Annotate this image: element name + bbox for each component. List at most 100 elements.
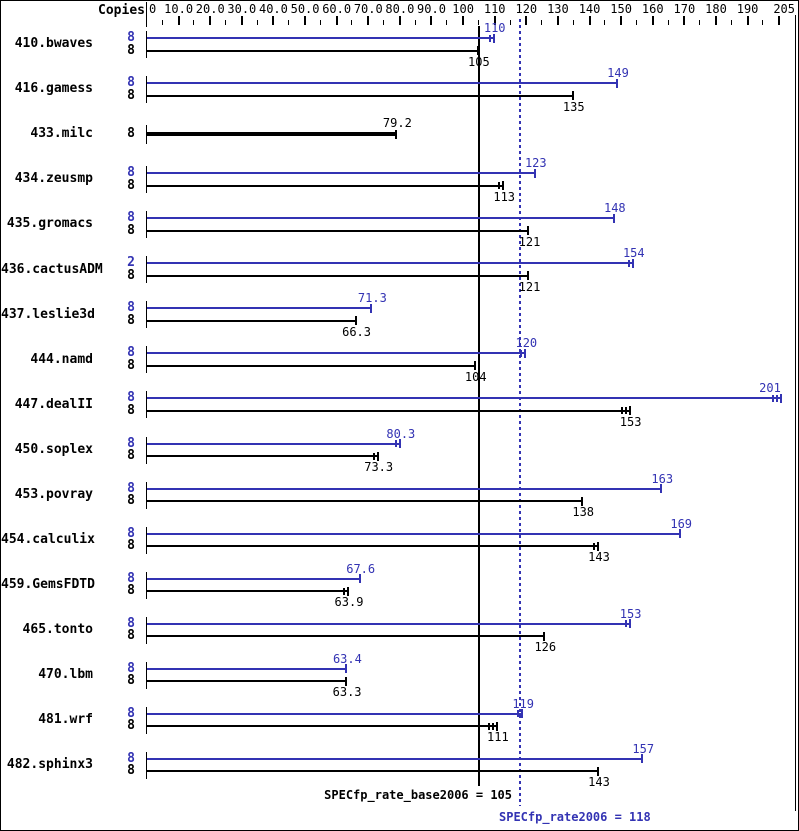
bar-end-tick	[372, 452, 375, 460]
copies-value: 8	[127, 402, 135, 418]
benchmark-label: 454.calculix	[1, 531, 95, 547]
bar-end-tick	[581, 496, 584, 506]
result-bar	[147, 590, 349, 593]
result-value-label: 63.4	[332, 651, 362, 666]
bar-end-tick	[780, 393, 783, 403]
bar-end-tick	[627, 259, 630, 267]
axis-tick-label: 30.0	[227, 2, 257, 16]
axis-major-tick	[714, 16, 717, 25]
copies-value: 8	[127, 177, 135, 193]
axis-minor-tick	[446, 20, 448, 25]
bar-end-tick	[476, 46, 479, 55]
bar-end-tick	[628, 406, 631, 416]
benchmark-label: 436.cactusADM	[1, 261, 103, 277]
result-value-label: 66.3	[342, 324, 372, 339]
axis-major-tick	[525, 16, 528, 25]
benchmark-label: 444.namd	[30, 351, 93, 367]
bar-end-tick	[628, 619, 631, 629]
result-value-label: 163	[651, 471, 674, 486]
axis-tick-label: 40.0	[258, 2, 288, 16]
axis-major-tick	[209, 16, 212, 25]
result-value-label: 73.3	[364, 460, 394, 475]
row-axis-segment	[146, 526, 147, 554]
copies-value: 8	[127, 210, 135, 226]
copies-value: 8	[127, 705, 135, 721]
bar-end-tick	[571, 91, 574, 101]
result-value-label: 149	[607, 66, 629, 81]
result-bar	[147, 409, 631, 412]
copies-value: 8	[127, 493, 135, 509]
bar-end-tick	[631, 258, 634, 268]
peak-rate-result-label: SPECfp_rate2006 = 118	[499, 810, 651, 824]
result-bar	[147, 319, 357, 322]
axis-minor-tick	[319, 20, 321, 25]
axis-major-tick	[778, 16, 781, 25]
copies-value: 2	[127, 255, 135, 271]
benchmark-label: 470.lbm	[38, 667, 93, 683]
result-value-label: 63.3	[332, 685, 362, 700]
result-bar	[147, 364, 476, 367]
row-axis-segment	[146, 751, 147, 779]
result-bar	[147, 172, 536, 175]
benchmark-label: 459.GemsFDTD	[1, 576, 95, 592]
row-axis-segment	[146, 436, 147, 464]
result-bar	[147, 37, 495, 39]
row-axis-segment	[146, 125, 147, 145]
bar-end-tick	[473, 361, 476, 371]
copies-value: 8	[127, 628, 135, 644]
result-value-label: 105	[468, 54, 490, 69]
axis-minor-tick	[635, 20, 637, 25]
result-value-label: 120	[515, 336, 538, 351]
axis-tick-label: 100	[452, 2, 474, 16]
axis-minor-tick	[193, 20, 195, 25]
bar-end-tick	[345, 664, 348, 674]
copies-value: 8	[127, 448, 135, 464]
bar-end-tick	[612, 213, 615, 223]
copies-axis-separator	[146, 2, 147, 27]
result-value-label: 121	[518, 234, 541, 249]
axis-major-tick	[272, 16, 275, 25]
result-bar	[147, 545, 600, 548]
copies-value: 8	[127, 660, 135, 676]
axis-major-tick	[746, 16, 749, 25]
result-value-label: 113	[493, 189, 516, 204]
copies-value: 8	[127, 165, 135, 181]
row-axis-segment	[146, 31, 147, 58]
bar-end-tick	[624, 407, 627, 415]
result-value-label: 63.9	[334, 595, 364, 610]
axis-major-tick	[588, 16, 591, 25]
axis-tick-label: 70.0	[353, 2, 383, 16]
axis-minor-tick	[383, 20, 385, 25]
axis-major-tick	[651, 16, 654, 25]
copies-column-header: Copies	[98, 3, 145, 18]
copies-value: 8	[127, 538, 135, 554]
row-axis-segment	[146, 166, 147, 194]
bar-end-tick	[370, 303, 373, 313]
result-value-label: 111	[487, 730, 509, 745]
result-bar	[147, 455, 379, 458]
copies-value: 8	[127, 570, 135, 586]
bar-end-tick	[498, 182, 501, 190]
result-bar	[147, 500, 584, 503]
bar-end-tick	[660, 484, 663, 494]
axis-major-tick	[462, 16, 465, 25]
axis-tick-label: 50.0	[290, 2, 320, 16]
result-bar	[147, 307, 373, 310]
result-bar	[147, 229, 530, 232]
result-bar	[147, 680, 348, 683]
copies-value: 8	[127, 75, 135, 91]
result-bar	[147, 622, 631, 625]
copies-value: 8	[127, 583, 135, 599]
result-value-label: 119	[512, 696, 534, 711]
bar-end-tick	[776, 394, 779, 402]
bar-end-tick	[521, 709, 524, 719]
axis-tick-label: 170	[673, 2, 696, 16]
base-rate-reference-line	[477, 26, 480, 786]
bar-end-tick	[354, 316, 357, 326]
bar-end-tick	[345, 676, 348, 686]
result-value-label: 143	[588, 550, 610, 565]
row-axis-segment	[146, 256, 147, 284]
result-bar	[147, 577, 361, 580]
axis-tick-label: 80.0	[385, 2, 415, 16]
result-value-label: 154	[622, 246, 645, 261]
